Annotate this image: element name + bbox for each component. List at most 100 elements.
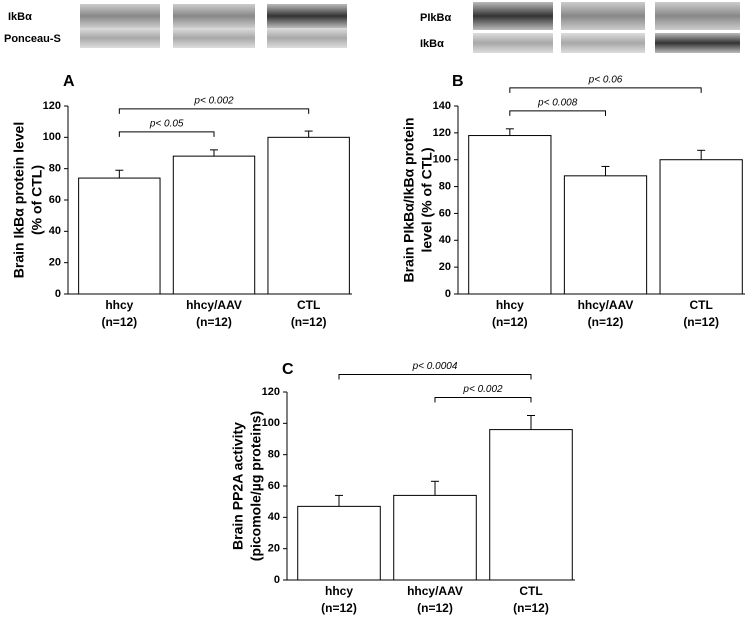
blot-band: [561, 2, 645, 30]
y-tick-label: 80: [439, 180, 451, 192]
bar: [78, 177, 161, 295]
y-tick-label: 60: [268, 480, 280, 492]
x-tick-label: hhcy: [325, 584, 353, 598]
blot-band: [655, 2, 740, 30]
significance-label: p< 0.002: [193, 96, 234, 107]
y-tick-label: 80: [268, 449, 280, 461]
blot-label: PIkBα: [420, 12, 451, 24]
significance-label: p< 0.05: [149, 119, 184, 130]
x-tick-label: hhcy/AAV: [578, 298, 634, 312]
significance-bracket: [434, 397, 532, 403]
significance-bracket: [118, 131, 215, 137]
blot-label: IkBα: [420, 38, 444, 50]
y-tick-label: 0: [445, 288, 451, 300]
chart: A Brain IkBα protein level (% of CTL) 0 20 40…: [11, 73, 352, 329]
y-axis-title: Brain IkBα protein level: [11, 122, 27, 278]
blot-band: [80, 4, 160, 28]
y-tick-label: 40: [268, 511, 280, 523]
significance-bracket: [509, 110, 606, 116]
x-tick-label: CTL: [519, 584, 542, 598]
bar: [267, 136, 350, 295]
blot-band: [267, 28, 347, 48]
bar: [172, 155, 256, 295]
blot-band: [173, 28, 255, 48]
x-tick-sublabel: (n=12): [101, 315, 137, 329]
x-tick-sublabel: (n=12): [683, 315, 719, 329]
y-tick-label: 100: [43, 131, 61, 143]
y-tick-label: 20: [268, 543, 280, 555]
bar: [468, 135, 552, 295]
significance-label: p< 0.0004: [412, 361, 458, 372]
y-axis-title: Brain PP2A activity: [230, 422, 246, 550]
y-axis-title: (picomole/µg proteins): [248, 411, 264, 561]
error-bar: [601, 165, 610, 176]
y-tick-label: 40: [49, 225, 61, 237]
significance-label: p< 0.002: [462, 384, 503, 395]
error-bar: [697, 149, 706, 160]
x-tick-sublabel: (n=12): [513, 601, 549, 615]
error-bar: [431, 480, 439, 496]
x-tick-label: hhcy: [105, 298, 133, 312]
bar: [393, 494, 477, 581]
y-axis-title: level (% of CTL): [419, 147, 435, 252]
blot-band: [655, 33, 740, 53]
significance-label: p< 0.008: [537, 97, 578, 108]
blot-band: [267, 4, 347, 28]
y-tick-label: 80: [49, 163, 61, 175]
error-bar: [527, 415, 535, 430]
bar: [659, 159, 743, 295]
blot-left: [80, 4, 347, 48]
x-tick-label: CTL: [690, 298, 713, 312]
y-tick-label: 0: [55, 288, 61, 300]
x-tick-sublabel: (n=12): [492, 315, 528, 329]
panel-label: C: [282, 361, 294, 378]
y-tick-label: 100: [433, 154, 451, 166]
bar: [297, 505, 381, 581]
y-tick-label: 120: [262, 386, 280, 398]
y-tick-label: 100: [262, 417, 280, 429]
x-tick-sublabel: (n=12): [588, 315, 624, 329]
significance-label: p< 0.06: [588, 74, 623, 85]
y-tick-label: 120: [433, 127, 451, 139]
bar: [489, 429, 573, 581]
y-tick-label: 140: [433, 100, 451, 112]
panel-label: A: [63, 73, 75, 90]
blot-band: [80, 28, 160, 48]
y-tick-label: 60: [49, 194, 61, 206]
error-bar: [210, 149, 218, 157]
significance-bracket: [509, 87, 702, 93]
y-tick-label: 20: [49, 257, 61, 269]
blot-band: [561, 33, 645, 53]
chart: B Brain PIkBα/IkBα protein level (% of CTL…: [401, 73, 745, 329]
x-tick-label: CTL: [297, 298, 320, 312]
x-tick-sublabel: (n=12): [417, 601, 453, 615]
blot-band: [173, 4, 255, 28]
x-tick-sublabel: (n=12): [196, 315, 232, 329]
significance-bracket: [118, 108, 310, 114]
y-axis-title: Brain PIkBα/IkBα protein: [401, 117, 417, 282]
blot-right: [473, 2, 740, 53]
y-axis-title: (% of CTL): [29, 165, 45, 235]
x-tick-sublabel: (n=12): [321, 601, 357, 615]
error-bar: [115, 169, 124, 179]
error-bar: [304, 130, 313, 138]
blot-label: IkBα: [8, 11, 32, 23]
y-tick-label: 0: [274, 574, 280, 586]
x-tick-label: hhcy: [496, 298, 524, 312]
blot-band: [473, 33, 553, 53]
bar: [563, 175, 648, 295]
x-tick-label: hhcy/AAV: [186, 298, 242, 312]
x-tick-label: hhcy/AAV: [407, 584, 463, 598]
x-tick-sublabel: (n=12): [291, 315, 327, 329]
y-tick-label: 20: [439, 261, 451, 273]
error-bar: [505, 128, 514, 136]
y-tick-label: 120: [43, 100, 61, 112]
chart: C Brain PP2A activity (picomole/µg protein…: [230, 361, 575, 615]
y-tick-label: 40: [439, 234, 451, 246]
blot-band: [473, 2, 553, 30]
blot-label: Ponceau-S: [4, 33, 61, 45]
panel-label: B: [452, 73, 464, 90]
significance-bracket: [338, 374, 532, 380]
